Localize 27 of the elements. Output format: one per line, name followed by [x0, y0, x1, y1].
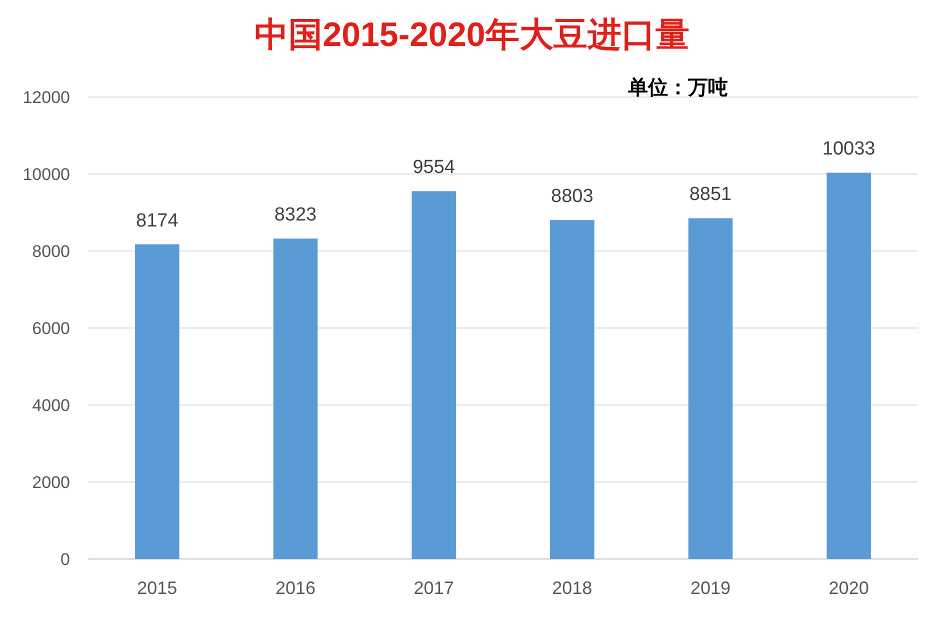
y-tick-label: 0 — [60, 550, 70, 569]
chart-title: 中国2015-2020年大豆进口量 — [254, 16, 690, 54]
x-tick-label: 2017 — [414, 578, 454, 598]
data-label: 9554 — [412, 157, 456, 178]
bar — [826, 172, 871, 559]
y-tick-label: 10000 — [22, 165, 70, 184]
data-label: 8174 — [136, 210, 179, 232]
bar — [688, 218, 733, 559]
x-tick-label: 2015 — [137, 578, 178, 598]
x-tick-label: 2016 — [275, 578, 316, 598]
bar — [273, 238, 318, 559]
y-tick-label: 2000 — [32, 473, 70, 492]
data-label: 8851 — [689, 184, 732, 206]
data-label: 8803 — [551, 186, 594, 208]
data-label: 10033 — [822, 138, 876, 160]
x-tick-label: 2020 — [828, 578, 869, 598]
bar — [412, 191, 456, 559]
y-tick-label: 8000 — [32, 242, 70, 261]
data-label: 8323 — [274, 204, 317, 226]
annotation: 单位：万吨 — [627, 76, 728, 99]
y-tick-label: 6000 — [32, 319, 70, 338]
y-tick-label: 12000 — [22, 88, 70, 107]
y-tick-label: 4000 — [32, 396, 70, 415]
x-tick-label: 2019 — [690, 578, 731, 598]
bar — [135, 244, 180, 559]
bar — [550, 220, 594, 559]
x-tick-label: 2018 — [552, 578, 592, 598]
